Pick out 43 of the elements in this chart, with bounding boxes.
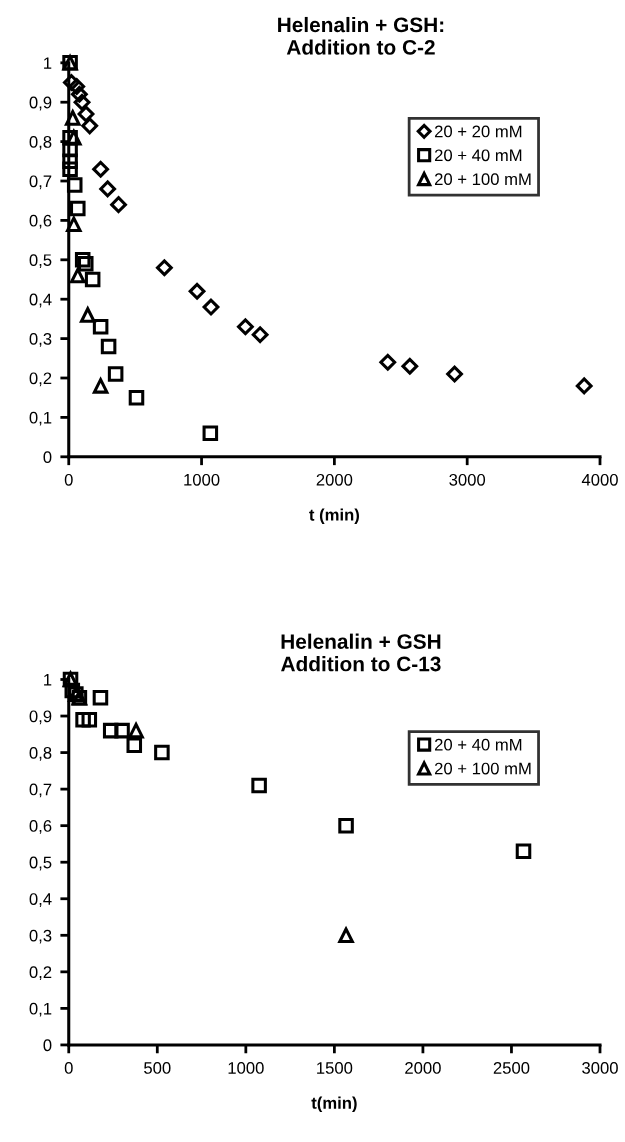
y-tick-label: 0,2 bbox=[29, 966, 52, 981]
x-axis-title: t (min) bbox=[309, 508, 359, 524]
x-tick-label: 3000 bbox=[582, 1062, 618, 1074]
y-tick-label: 0,6 bbox=[29, 214, 52, 229]
x-tick-label: 2500 bbox=[493, 1062, 530, 1074]
y-tick-label: 0 bbox=[43, 1039, 52, 1052]
y-tick-label: 0,3 bbox=[29, 929, 52, 944]
x-tick-label: 0 bbox=[64, 1062, 73, 1074]
chart-title: Helenalin + GSH: Addition to C-2 bbox=[278, 16, 444, 55]
y-tick-label: 1 bbox=[44, 674, 52, 686]
y-tick-label: 0,5 bbox=[29, 254, 52, 268]
y-tick-label: 0,4 bbox=[29, 293, 52, 308]
y-tick-label: 0,1 bbox=[29, 1002, 52, 1017]
y-tick-label: 1 bbox=[44, 57, 52, 69]
chart-title: Helenalin + GSH Addition to C-13 bbox=[281, 633, 441, 672]
x-tick-label: 500 bbox=[144, 1062, 171, 1074]
y-tick-label: 0,1 bbox=[29, 411, 52, 426]
y-tick-label: 0,6 bbox=[29, 820, 52, 834]
x-tick-label: 1000 bbox=[184, 473, 220, 486]
legend-label: 20 + 100 mM bbox=[434, 762, 531, 775]
y-tick-label: 0 bbox=[43, 451, 52, 463]
y-tick-label: 0,7 bbox=[29, 175, 52, 190]
x-tick-label: 4000 bbox=[581, 473, 618, 486]
y-tick-label: 0,2 bbox=[29, 372, 52, 387]
x-tick-label: 2000 bbox=[405, 1062, 441, 1074]
y-tick-label: 0,4 bbox=[29, 893, 52, 907]
y-tick-label: 0,7 bbox=[29, 783, 52, 798]
x-tick-label: 2000 bbox=[316, 473, 353, 486]
y-tick-label: 0,9 bbox=[29, 710, 52, 725]
x-tick-label: 1000 bbox=[228, 1062, 264, 1074]
y-tick-label: 0,8 bbox=[29, 746, 52, 761]
y-tick-label: 0,5 bbox=[29, 856, 52, 871]
legend-label: 20 + 20 mM bbox=[434, 125, 522, 138]
x-tick-label: 3000 bbox=[449, 473, 486, 486]
y-tick-label: 0,8 bbox=[29, 136, 52, 150]
y-tick-label: 0,3 bbox=[29, 333, 52, 347]
x-tick-label: 0 bbox=[64, 473, 73, 486]
y-tick-label: 0,9 bbox=[29, 96, 52, 111]
legend-label: 20 + 100 mM bbox=[434, 173, 531, 186]
x-axis-title: t(min) bbox=[311, 1096, 357, 1113]
x-tick-label: 1500 bbox=[317, 1062, 353, 1074]
legend-label: 20 + 40 mM bbox=[434, 149, 522, 162]
legend-label: 20 + 40 mM bbox=[434, 738, 522, 751]
